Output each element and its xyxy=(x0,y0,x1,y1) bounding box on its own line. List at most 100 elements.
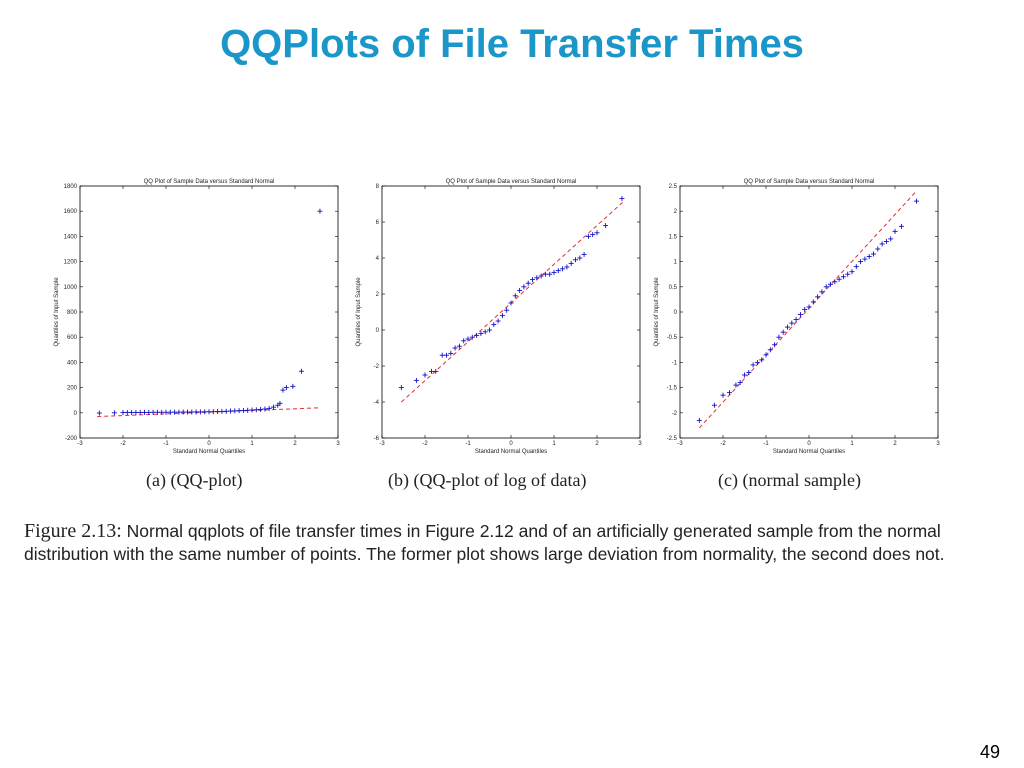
data-point-b xyxy=(439,352,445,358)
data-point-c xyxy=(806,304,812,310)
x-tick-label-b: -3 xyxy=(379,441,385,447)
data-point-a xyxy=(317,208,323,214)
caption-b: (b) (QQ-plot of log of data) xyxy=(388,470,587,490)
data-point-c xyxy=(836,276,842,282)
data-point-b xyxy=(555,268,561,274)
data-point-c xyxy=(810,299,816,305)
x-tick-label-a: -2 xyxy=(120,441,126,447)
data-point-b xyxy=(444,352,449,358)
data-point-a xyxy=(176,409,182,415)
reference-line-c xyxy=(698,190,917,429)
data-point-a xyxy=(163,409,169,415)
data-point-c xyxy=(746,369,752,375)
data-point-c xyxy=(737,380,743,386)
data-point-a xyxy=(290,383,296,389)
data-point-b xyxy=(551,269,557,275)
data-point-a xyxy=(172,409,178,415)
y-tick-label-b: 6 xyxy=(376,220,380,226)
x-tick-label-c: 3 xyxy=(936,441,940,447)
y-tick-label-a: 1600 xyxy=(64,209,78,215)
data-point-a xyxy=(210,409,216,415)
y-tick-label-c: -2 xyxy=(672,411,678,417)
data-point-a xyxy=(154,409,160,415)
data-point-b xyxy=(422,372,428,378)
y-tick-label-c: -2.5 xyxy=(667,436,678,442)
plot-title-c: QQ Plot of Sample Data versus Standard N… xyxy=(744,179,875,185)
slide-title: QQPlots of File Transfer Times xyxy=(220,22,804,66)
y-axis-title-a: Quantiles of Input Sample xyxy=(54,277,60,347)
data-point-c xyxy=(733,382,739,388)
plot-title-b: QQ Plot of Sample Data versus Standard N… xyxy=(446,179,577,185)
y-tick-label-c: 1.5 xyxy=(669,234,678,240)
y-tick-label-a: 1000 xyxy=(64,285,78,291)
data-point-b xyxy=(504,307,510,313)
data-point-a xyxy=(133,409,139,415)
data-point-b xyxy=(568,260,574,266)
data-point-c xyxy=(815,294,821,300)
x-tick-label-a: 2 xyxy=(293,441,297,447)
data-point-b xyxy=(603,223,609,229)
data-point-b xyxy=(491,322,497,328)
data-point-b xyxy=(525,280,531,286)
data-point-a xyxy=(215,409,221,415)
y-tick-label-a: 600 xyxy=(67,335,78,341)
data-point-a xyxy=(150,409,156,415)
qq-plot-b: QQ Plot of Sample Data versus Standard N… xyxy=(356,179,642,455)
data-point-c xyxy=(858,259,864,265)
data-point-c xyxy=(888,236,894,242)
data-point-c xyxy=(776,334,782,340)
data-point-b xyxy=(538,273,544,279)
plot-frame-c xyxy=(679,185,939,439)
y-tick-label-c: -1.5 xyxy=(667,386,678,392)
y-tick-label-a: 1400 xyxy=(64,234,78,240)
data-point-b xyxy=(428,368,434,374)
data-point-b xyxy=(590,232,596,238)
y-axis-title-b: Quantiles of Input Sample xyxy=(356,277,362,347)
data-point-a xyxy=(159,409,165,415)
x-tick-label-b: 1 xyxy=(552,441,556,447)
y-tick-label-b: 0 xyxy=(376,328,380,334)
data-point-c xyxy=(828,281,833,287)
data-point-a xyxy=(253,407,259,413)
data-point-c xyxy=(879,241,885,247)
data-point-b xyxy=(577,255,583,261)
data-point-a xyxy=(124,410,130,416)
data-point-a xyxy=(202,409,208,415)
x-tick-label-a: 0 xyxy=(207,441,211,447)
data-point-c xyxy=(819,289,825,295)
data-point-b xyxy=(456,343,462,349)
x-tick-label-a: -3 xyxy=(77,441,83,447)
data-point-a xyxy=(245,407,251,413)
data-point-a xyxy=(219,408,225,414)
data-point-b xyxy=(542,271,548,277)
x-tick-label-c: 0 xyxy=(807,441,811,447)
data-point-c xyxy=(823,284,829,290)
y-tick-label-b: -2 xyxy=(374,364,380,370)
data-point-a xyxy=(142,409,147,415)
data-point-b xyxy=(448,350,454,356)
data-point-a xyxy=(185,409,190,415)
x-tick-label-a: -1 xyxy=(163,441,169,447)
x-tick-label-c: -2 xyxy=(720,441,726,447)
data-point-b xyxy=(547,271,553,277)
data-point-b xyxy=(581,251,587,257)
data-point-b xyxy=(469,334,475,340)
data-point-a xyxy=(280,387,286,393)
y-tick-label-b: 8 xyxy=(376,184,380,190)
data-point-a xyxy=(232,408,238,414)
x-tick-label-c: -1 xyxy=(763,441,769,447)
reference-line-b xyxy=(401,201,624,403)
y-tick-label-c: 1 xyxy=(674,260,678,266)
data-point-a xyxy=(120,410,126,416)
data-point-c xyxy=(711,402,717,408)
y-tick-label-c: 0.5 xyxy=(669,285,678,291)
data-point-a xyxy=(193,409,199,415)
x-tick-label-c: -3 xyxy=(677,441,683,447)
data-point-c xyxy=(785,324,790,330)
data-point-b xyxy=(413,377,419,383)
y-tick-label-a: 0 xyxy=(74,411,78,417)
data-point-b xyxy=(564,264,570,270)
data-point-c xyxy=(754,359,760,365)
data-point-b xyxy=(433,368,439,374)
data-point-c xyxy=(832,279,838,285)
